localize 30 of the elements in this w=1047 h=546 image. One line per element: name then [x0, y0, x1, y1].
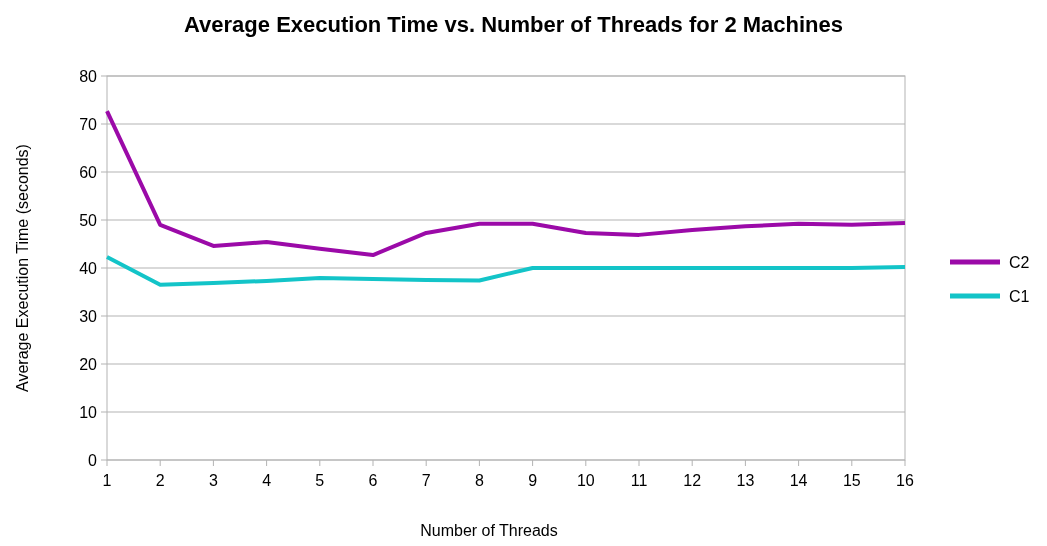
- y-tick-label: 40: [79, 259, 98, 277]
- x-tick-label: 14: [789, 472, 808, 489]
- x-tick-label: 2: [155, 472, 165, 489]
- y-tick-label: 80: [79, 67, 98, 85]
- x-tick-label: 11: [630, 472, 648, 489]
- y-axis-title: Average Execution Time (seconds): [14, 144, 31, 392]
- y-tick-label: 0: [88, 451, 98, 469]
- x-tick-label: 10: [576, 472, 595, 489]
- x-tick-label: 6: [368, 472, 378, 489]
- x-tick-label: 13: [736, 472, 755, 489]
- x-axis-title: Number of Threads: [420, 522, 558, 539]
- chart-title: Average Execution Time vs. Number of Threads for 2 Machines: [184, 12, 843, 37]
- x-tick-label: 16: [896, 472, 914, 489]
- y-tick-label: 20: [79, 355, 98, 373]
- x-tick-label: 9: [528, 472, 538, 489]
- x-tick-label: 1: [102, 472, 112, 489]
- legend-label: C1: [1009, 287, 1030, 305]
- x-tick-label: 3: [208, 472, 218, 489]
- y-tick-label: 50: [79, 211, 98, 229]
- y-tick-label: 60: [79, 163, 98, 181]
- y-tick-label: 30: [79, 307, 98, 325]
- y-tick-label: 10: [79, 403, 98, 421]
- y-tick-label: 70: [79, 115, 98, 133]
- x-tick-label: 4: [262, 472, 272, 489]
- x-tick-label: 12: [683, 472, 702, 489]
- x-tick-label: 5: [315, 472, 325, 489]
- legend-label: C2: [1009, 253, 1030, 271]
- x-tick-label: 15: [842, 472, 861, 489]
- x-tick-label: 7: [421, 472, 431, 489]
- x-tick-label: 8: [474, 472, 484, 489]
